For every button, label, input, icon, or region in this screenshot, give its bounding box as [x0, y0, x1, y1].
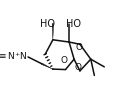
Polygon shape [52, 24, 54, 40]
Text: O: O [75, 63, 82, 72]
Text: O: O [76, 43, 83, 52]
Text: O: O [61, 56, 68, 65]
Text: $^{-}$N$\equiv$N$^{+}$N: $^{-}$N$\equiv$N$^{+}$N [0, 51, 28, 62]
Polygon shape [41, 63, 53, 69]
Text: HO: HO [66, 19, 81, 29]
Text: HO: HO [40, 19, 55, 29]
